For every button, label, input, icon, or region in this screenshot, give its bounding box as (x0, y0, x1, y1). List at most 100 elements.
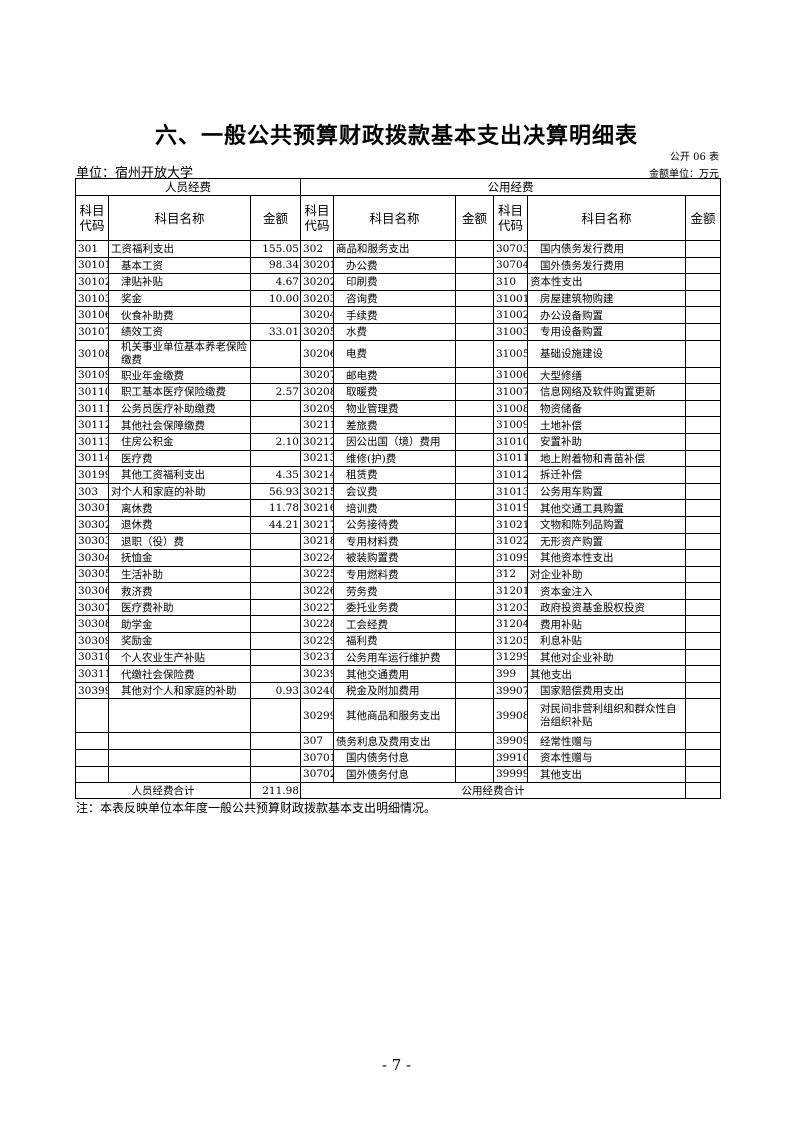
cell-name: 其他支出 (527, 665, 686, 683)
table-row: 30301 离休费 11.78 30216 培训费 31019 其他交通工具购置 (75, 499, 721, 517)
cell-amount (685, 322, 721, 341)
cell-name: 拆迁补偿 (527, 466, 686, 484)
header-code: 科目代码 (75, 195, 109, 241)
cell-name: 文物和陈列品购置 (527, 515, 686, 534)
cell-name: 办公设备购置 (527, 306, 686, 324)
cell-amount (455, 482, 494, 501)
cell-code: 30217 (300, 515, 334, 534)
cell-code: 31299 (493, 648, 528, 667)
cell-name: 退职（役）费 (108, 532, 251, 551)
cell-amount (685, 383, 721, 401)
table-row: 30303 退职（役）费 30218 专用材料费 31022 无形资产购置 (75, 532, 721, 551)
cell-amount (685, 499, 721, 517)
cell-name: 资本性支出 (527, 273, 686, 291)
cell-code: 31005 (493, 339, 528, 368)
table-row: 30102 津贴补贴 4.67 30202 印刷费 310 资本性支出 (75, 273, 721, 291)
cell-code: 31010 (493, 432, 528, 451)
cell-name: 公务用车购置 (527, 482, 686, 501)
cell-name: 公务用车运行维护费 (333, 648, 456, 667)
cell-code: 31001 (493, 289, 528, 308)
cell-name: 专用燃料费 (333, 565, 456, 584)
cell-amount: 0.93 (250, 681, 301, 700)
table-row: 30305 生活补助 30225 专用燃料费 312 对企业补助 (75, 565, 721, 584)
cell-code: 31007 (493, 383, 528, 401)
cell-code: 31012 (493, 466, 528, 484)
cell-amount (455, 366, 494, 385)
cell-name: 房屋建筑物购建 (527, 289, 686, 308)
page-title: 六、一般公共预算财政拨款基本支出决算明细表 (154, 123, 638, 149)
cell-name: 工资福利支出 (108, 240, 251, 258)
cell-name: 医疗费补助 (108, 598, 251, 617)
cell-code: 30299 (300, 698, 334, 734)
cell-code: 30305 (75, 565, 109, 584)
cell-code: 310 (493, 273, 528, 291)
cell-code: 30206 (300, 339, 334, 368)
cell-amount (685, 648, 721, 667)
cell-amount (455, 399, 494, 418)
cell-code: 31205 (493, 632, 528, 650)
cell-code: 307 (300, 732, 334, 751)
cell-amount (685, 765, 721, 784)
cell-name: 政府投资基金股权投资 (527, 598, 686, 617)
cell-name: 其他对个人和家庭的补助 (108, 681, 251, 700)
cell-code: 30239 (300, 665, 334, 683)
table-row: 30304 抚恤金 30224 被装购置费 31099 其他资本性支出 (75, 549, 721, 567)
public-total-amount (685, 782, 721, 800)
cell-amount: 2.10 (250, 432, 301, 451)
cell-name: 被装购置费 (333, 549, 456, 567)
cell-name: 奖励金 (108, 632, 251, 650)
cell-name: 奖金 (108, 289, 251, 308)
public-total-label: 公用经费合计 (300, 782, 686, 800)
cell-amount (685, 432, 721, 451)
cell-amount (685, 273, 721, 291)
cell-amount (685, 399, 721, 418)
header-name: 科目名称 (333, 195, 456, 241)
cell-name: 伙食补助费 (108, 306, 251, 324)
cell-code: 30101 (75, 256, 109, 275)
cell-amount (250, 449, 301, 468)
table-row: 301 工资福利支出 155.05 302 商品和服务支出 30703 国内债务发行费用 (75, 240, 721, 258)
table-row: 30306 救济费 30226 劳务费 31201 资本金注入 (75, 582, 721, 600)
table-row: 30101 基本工资 98.34 30201 办公费 30704 国外债务发行费用 (75, 256, 721, 275)
cell-code: 30310 (75, 648, 109, 667)
cell-amount (685, 698, 721, 734)
cell-code: 30212 (300, 432, 334, 451)
cell-code: 39909 (493, 732, 528, 751)
cell-name: 水费 (333, 322, 456, 341)
cell-name: 劳务费 (333, 582, 456, 600)
cell-amount (455, 515, 494, 534)
cell-name: 其他工资福利支出 (108, 466, 251, 484)
table-row: 30110 职工基本医疗保险缴费 2.57 30208 取暖费 31007 信息网络及软件购… (75, 383, 721, 401)
table-note: 注：本表反映单位本年度一般公共预算财政拨款基本支出明细情况。 (76, 801, 437, 815)
cell-amount (455, 665, 494, 683)
table-row: 30103 奖金 10.00 30203 咨询费 31001 房屋建筑物购建 (75, 289, 721, 308)
table-body: 301 工资福利支出 155.05 302 商品和服务支出 30703 国内债务发行费用 30… (75, 240, 721, 784)
cell-name: 费用补贴 (527, 615, 686, 634)
cell-code: 30207 (300, 366, 334, 385)
cell-code: 30102 (75, 273, 109, 291)
cell-name: 物业管理费 (333, 399, 456, 418)
cell-name: 电费 (333, 339, 456, 368)
cell-amount: 4.35 (250, 466, 301, 484)
cell-amount (250, 366, 301, 385)
cell-amount (455, 632, 494, 650)
cell-amount (250, 549, 301, 567)
cell-amount (685, 240, 721, 258)
cell-amount (455, 681, 494, 700)
cell-amount (685, 339, 721, 368)
cell-code: 30301 (75, 499, 109, 517)
cell-amount (250, 565, 301, 584)
cell-amount (685, 482, 721, 501)
cell-name: 国外债务发行费用 (527, 256, 686, 275)
cell-code: 31021 (493, 515, 528, 534)
cell-name: 其他支出 (527, 765, 686, 784)
cell-code: 30701 (300, 749, 334, 767)
cell-code: 30215 (300, 482, 334, 501)
cell-code: 30205 (300, 322, 334, 341)
cell-amount (685, 565, 721, 584)
cell-amount (455, 383, 494, 401)
cell-amount (250, 632, 301, 650)
cell-code: 30201 (300, 256, 334, 275)
cell-code: 30208 (300, 383, 334, 401)
